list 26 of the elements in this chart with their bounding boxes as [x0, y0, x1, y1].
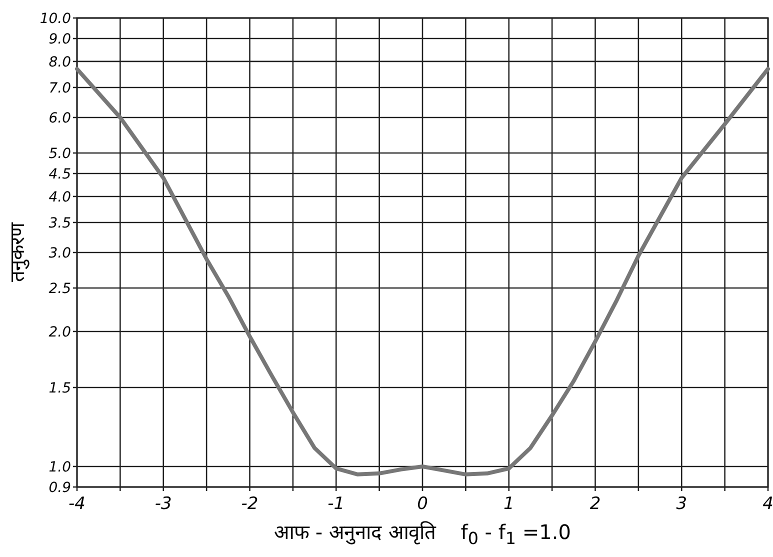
- x-tick-label: 4: [762, 494, 773, 514]
- y-tick-label: 3.5: [48, 215, 72, 232]
- y-tick-label: 0.9: [48, 480, 72, 496]
- y-tick-label: 3.0: [48, 246, 72, 262]
- y-tick-label: 2.5: [48, 281, 72, 298]
- y-tick-label: 2.0: [48, 324, 72, 340]
- y-tick-label: 7.0: [48, 80, 72, 96]
- x-tick-label: -1: [328, 494, 345, 514]
- x-tick-label: 2: [590, 494, 601, 514]
- y-tick-label: 1.5: [48, 380, 72, 397]
- y-tick-label: 5.0: [48, 146, 72, 162]
- x-tick-label: 1: [503, 494, 514, 514]
- x-tick-label: -3: [154, 494, 172, 514]
- x-tick-label: 0: [417, 494, 428, 514]
- x-tick-label: -4: [68, 494, 86, 514]
- y-axis-title: तनुकरण: [5, 222, 30, 282]
- y-tick-label: 9.0: [48, 32, 72, 48]
- x-tick-label: -2: [241, 494, 258, 514]
- x-tick-label: 3: [676, 494, 688, 514]
- y-tick-label: 4.5: [48, 166, 72, 183]
- x-axis-title: आफ - अनुनाद आवृति f$_{0}$ - f$_{1}$ =1.0: [273, 519, 572, 548]
- y-tick-label: 8.0: [48, 54, 72, 70]
- y-tick-label: 6.0: [48, 110, 72, 126]
- y-tick-label: 4.0: [48, 189, 72, 206]
- y-tick-label: 10.0: [40, 11, 72, 27]
- y-tick-label: 1.0: [48, 459, 72, 476]
